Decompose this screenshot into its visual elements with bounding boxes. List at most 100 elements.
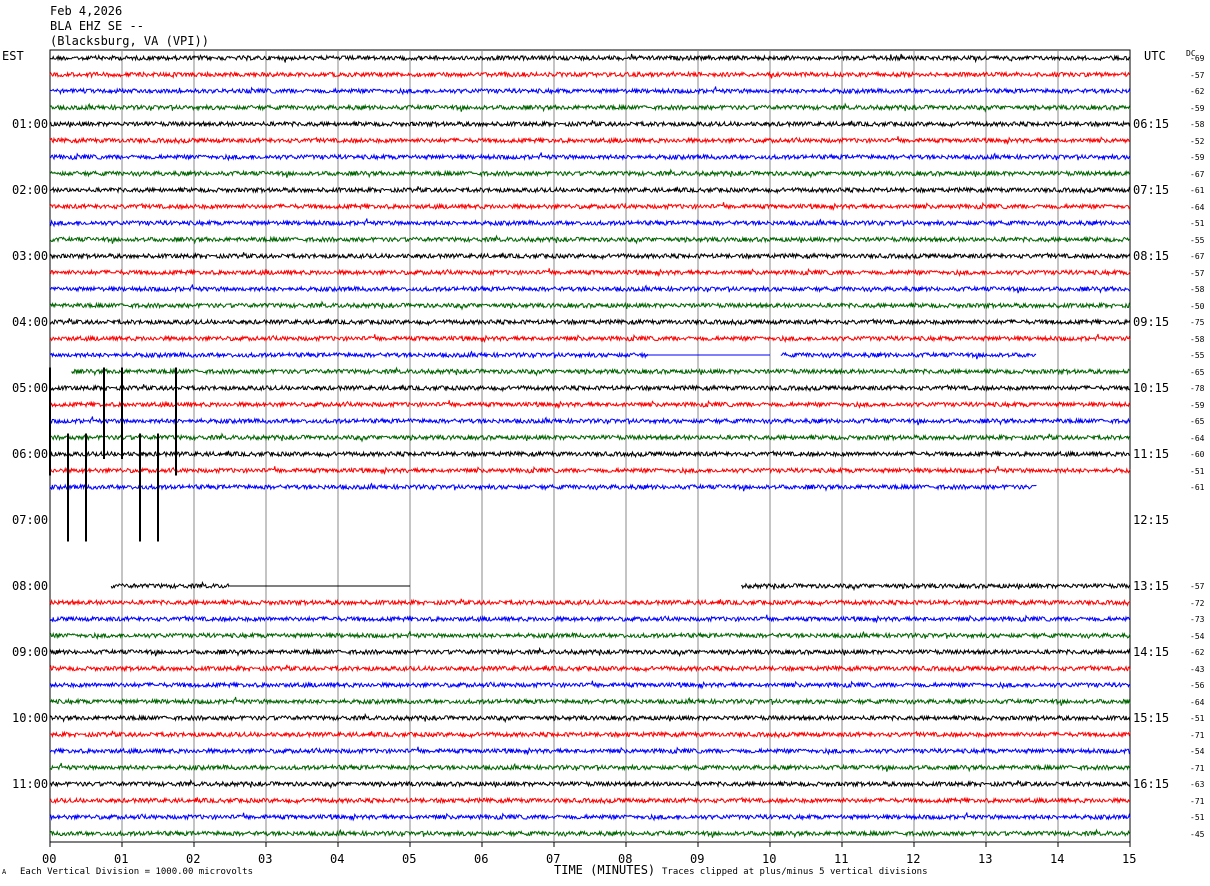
trace-row-3 [49, 102, 1131, 113]
right-hour-label: 08:15 [1133, 249, 1170, 263]
x-tick-label: 01 [114, 852, 129, 866]
left-hour-label: 11:00 [12, 777, 49, 791]
dc-offset: -61 [1190, 186, 1205, 195]
trace-row-41 [49, 730, 1131, 739]
trace-row-9 [49, 201, 1131, 211]
x-tick-label: 09 [690, 852, 705, 866]
trace-row-24 [49, 450, 1131, 459]
trace-row-10 [49, 218, 1131, 228]
x-tick-label: 06 [474, 852, 489, 866]
trace-row-5 [49, 136, 1131, 145]
left-hour-label: 07:00 [12, 513, 49, 527]
dc-offset: -64 [1190, 202, 1205, 212]
dc-offset: -65 [1190, 367, 1205, 377]
dc-offset: -58 [1190, 285, 1205, 294]
dc-offset: -78 [1190, 384, 1205, 393]
plot-frame [49, 49, 1131, 843]
dc-offset: -71 [1190, 796, 1205, 806]
trace-row-18 [780, 350, 1037, 360]
dc-offset: -59 [1190, 103, 1205, 113]
corner-mark: A [2, 868, 7, 876]
x-tick-label: 05 [402, 852, 417, 866]
trace-row-46 [49, 812, 1131, 822]
left-hour-label: 02:00 [12, 183, 49, 197]
trace-row-32 [740, 582, 1131, 592]
dc-offset: -75 [1190, 318, 1205, 327]
trace-row-42 [49, 746, 1131, 756]
dc-offset: -54 [1190, 747, 1205, 756]
trace-row-38 [49, 680, 1131, 690]
dc-offset: -51 [1190, 219, 1205, 228]
dc-offset: -57 [1190, 268, 1205, 278]
trace-row-43 [49, 762, 1131, 773]
x-tick-label: 13 [978, 852, 993, 866]
trace-row-11 [49, 234, 1130, 245]
dc-offset: -71 [1190, 730, 1205, 740]
dc-offset: -55 [1190, 351, 1205, 360]
dc-offset: -58 [1190, 120, 1205, 129]
x-tick-label: 03 [258, 852, 273, 866]
trace-row-37 [49, 664, 1131, 673]
trace-row-17 [49, 333, 1131, 344]
dc-offset: -62 [1190, 648, 1205, 657]
header-location: (Blacksburg, VA (VPI)) [50, 34, 209, 48]
scale-note: Each Vertical Division = 1000.00 microvo… [20, 867, 253, 877]
right-hour-label: 12:15 [1133, 513, 1170, 527]
dc-label: DC [1186, 49, 1196, 58]
trace-row-25 [49, 465, 1131, 476]
trace-row-36 [49, 646, 1131, 658]
x-tick-label: 08 [618, 852, 633, 866]
left-hour-label: 03:00 [12, 249, 49, 263]
trace-row-12 [49, 251, 1131, 261]
dc-offset: -50 [1190, 301, 1205, 311]
dc-offset: -55 [1190, 235, 1205, 245]
right-hour-label: 07:15 [1133, 183, 1170, 197]
dc-offset: -54 [1190, 631, 1205, 641]
trace-row-7 [49, 168, 1131, 179]
left-hour-label: 01:00 [12, 117, 49, 131]
dc-offset: -45 [1190, 829, 1205, 839]
left-hour-label: 09:00 [12, 645, 49, 659]
trace-row-21 [49, 399, 1131, 410]
trace-row-18 [49, 350, 649, 359]
trace-row-0 [49, 53, 1131, 64]
dc-offset: -64 [1190, 697, 1205, 707]
dc-offset: -52 [1190, 136, 1205, 146]
x-tick-label: 07 [546, 852, 561, 866]
header-date: Feb 4,2026 [50, 4, 123, 18]
trace-row-19 [71, 366, 1131, 377]
trace-row-35 [49, 630, 1131, 641]
left-timezone: EST [2, 49, 24, 63]
right-hour-label: 10:15 [1133, 381, 1170, 395]
trace-row-2 [49, 86, 1131, 96]
trace-row-40 [49, 712, 1131, 724]
dc-offset: -65 [1190, 417, 1205, 426]
trace-row-8 [49, 185, 1131, 195]
right-hour-label: 15:15 [1133, 711, 1170, 725]
trace-row-44 [49, 778, 1131, 790]
dc-offset: -59 [1190, 400, 1205, 410]
left-hour-label: 04:00 [12, 315, 49, 329]
dc-offset: -73 [1190, 615, 1205, 624]
trace-row-26 [49, 482, 1037, 492]
x-tick-label: 10 [762, 852, 777, 866]
right-hour-label: 09:15 [1133, 315, 1170, 329]
trace-row-16 [49, 318, 1131, 327]
trace-row-14 [49, 284, 1131, 294]
trace-row-20 [49, 383, 1131, 393]
dc-offset: -51 [1190, 714, 1205, 723]
dc-offset: -60 [1190, 450, 1205, 459]
trace-row-22 [49, 416, 1131, 426]
dc-offset: -57 [1190, 582, 1205, 591]
left-hour-label: 08:00 [12, 579, 49, 593]
dc-offset: -69 [1190, 54, 1205, 63]
x-tick-label: 00 [42, 852, 57, 866]
right-hour-label: 06:15 [1133, 117, 1170, 131]
dc-offset: -67 [1190, 252, 1205, 261]
trace-row-47 [49, 828, 1131, 839]
dc-offset: -72 [1190, 598, 1205, 608]
x-tick-label: 04 [330, 852, 345, 866]
header-station: BLA EHZ SE -- [50, 19, 144, 33]
trace-row-32 [110, 580, 230, 590]
dc-offset: -64 [1190, 433, 1205, 443]
